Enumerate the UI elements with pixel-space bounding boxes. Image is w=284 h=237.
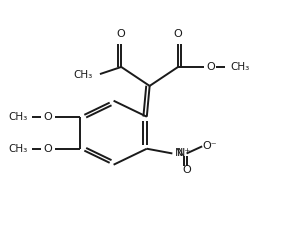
Text: O: O: [43, 144, 52, 154]
Text: N: N: [175, 148, 183, 159]
Text: O: O: [43, 112, 52, 122]
Text: CH₃: CH₃: [9, 112, 28, 122]
Text: N⁺: N⁺: [177, 148, 191, 159]
Text: CH₃: CH₃: [231, 62, 250, 72]
Text: O: O: [117, 29, 126, 39]
Text: O: O: [182, 165, 191, 175]
Text: O: O: [206, 62, 215, 72]
Text: O: O: [174, 29, 182, 39]
Text: O⁻: O⁻: [202, 141, 217, 151]
Text: CH₃: CH₃: [9, 144, 28, 154]
Text: CH₃: CH₃: [74, 70, 93, 80]
